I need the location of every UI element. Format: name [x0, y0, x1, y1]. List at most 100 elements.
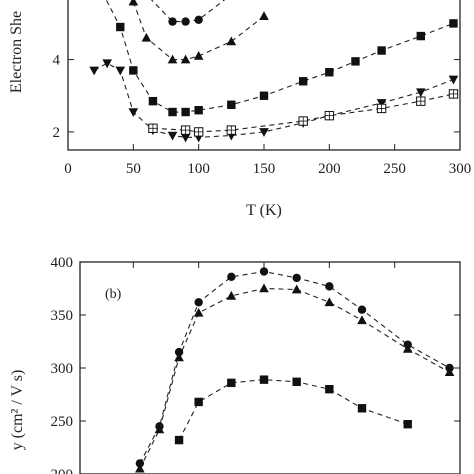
panel-a-data-point [448, 89, 459, 99]
panel-a-data-point [227, 100, 236, 109]
panel-b-tag: (b) [105, 287, 122, 302]
panel-a-data-point [416, 96, 426, 106]
panel-b-data-point [357, 404, 367, 413]
panel-a-data-point [141, 32, 152, 42]
panel-b-data-point [402, 343, 413, 353]
panel-a-data-point [416, 31, 425, 41]
panel-a-series-2 [128, 0, 269, 64]
panel-a-data-point [181, 107, 190, 117]
panel-a-data-point [299, 77, 308, 86]
panel-a-series-1 [150, 0, 226, 26]
panel-b-data-point [154, 424, 165, 434]
panel-b-ticks: 400 350 300 250 200 [51, 255, 460, 474]
panel-a-data-point [180, 133, 191, 143]
panel-b-data-point [174, 352, 184, 362]
panel-a-series-line [132, 1, 265, 61]
panel-b-data-point [292, 377, 301, 386]
panel-b-chart: 400 350 300 250 200 (b) y (cm² / V s) [9, 255, 461, 474]
panel-a-data-point [128, 0, 139, 6]
panel-a-data-point [194, 15, 203, 24]
panel-a-data-point [351, 57, 360, 66]
panel-a-series [89, 0, 459, 143]
panel-a-data-point [376, 99, 387, 108]
panel-b-data-point [403, 419, 412, 429]
panel-a-series-3 [105, 0, 458, 117]
panel-b-y-tick-label: 300 [51, 361, 74, 377]
panel-a-data-point [325, 68, 334, 77]
panel-a-x-tick-label: 300 [449, 161, 472, 177]
panel-b-data-point [227, 272, 236, 282]
panel-a-x-tick-label: 100 [187, 161, 210, 177]
panel-a-data-point [376, 103, 387, 114]
panel-b-data-point [259, 375, 269, 384]
panel-a-series-line [150, 0, 226, 23]
panel-a-data-point [449, 19, 458, 28]
panel-b-data-point [174, 435, 184, 445]
panel-b-data-point [291, 284, 302, 294]
panel-a-data-point [148, 123, 158, 133]
panel-a-data-point [89, 66, 99, 76]
panel-b-y-axis-label: y (cm² / V s) [9, 370, 26, 451]
panel-a-data-point [194, 106, 203, 115]
panel-a-data-point [148, 96, 158, 106]
panel-a-data-point [226, 125, 237, 135]
panel-a-x-tick-label: 0 [64, 161, 72, 177]
panel-a-series-5 [148, 89, 459, 137]
panel-a-data-point [116, 22, 125, 32]
panel-a-data-point [167, 131, 178, 141]
panel-a-series-line [105, 0, 454, 113]
panel-b-series-line [178, 379, 408, 441]
panel-a-x-tick-label: 250 [383, 161, 406, 177]
panel-b-frame [79, 261, 461, 474]
panel-b-data-point [194, 397, 203, 407]
panel-a-data-point [167, 54, 178, 64]
panel-a-x-tick-label: 150 [253, 161, 276, 177]
panel-a-frame [67, 0, 461, 151]
panel-a-data-point [115, 66, 126, 76]
panel-b-data-point [193, 307, 204, 317]
panel-b-data-point [444, 367, 455, 377]
panel-b-y-tick-label: 250 [51, 414, 74, 430]
panel-b-data-point [227, 378, 236, 388]
panel-a-y-axis-label: Electron She [8, 11, 25, 93]
panel-b-series-2 [135, 283, 455, 473]
panel-a-data-point [128, 108, 139, 118]
panel-b-data-point [357, 305, 367, 314]
panel-a-x-axis-label: T (K) [246, 202, 282, 219]
panel-a-ticks: 050100150200250300246 [53, 53, 472, 177]
panel-b-series-3 [174, 375, 412, 445]
panel-b-data-point [135, 463, 145, 473]
panel-b-data-point [292, 273, 301, 283]
panel-a-data-point [448, 75, 459, 85]
panel-b-data-point [259, 267, 269, 276]
panel-b-series [135, 267, 455, 473]
panel-b-series-line [139, 270, 450, 464]
panel-a-x-tick-label: 200 [318, 161, 341, 177]
panel-a-series-4 [89, 59, 459, 143]
panel-a-data-point [324, 110, 335, 121]
panel-a-data-point [259, 91, 269, 100]
panel-a-data-point [377, 46, 386, 55]
panel-a-data-point [180, 54, 191, 64]
panel-a-data-point [129, 66, 138, 75]
panel-a-data-point [193, 127, 204, 137]
panel-b-data-point [226, 290, 237, 300]
panel-b-y-tick-label: 400 [51, 255, 74, 271]
panel-a-data-point [259, 128, 269, 137]
panel-b-y-tick-label: 200 [51, 467, 74, 474]
panel-a-data-point [180, 125, 191, 135]
panel-a-data-point [181, 17, 190, 26]
panel-b-y-tick-label: 350 [51, 308, 74, 324]
panel-a-x-tick-label: 50 [126, 161, 141, 177]
panel-a-data-point [168, 107, 177, 117]
panel-b-data-point [259, 283, 269, 293]
panel-a-data-point [226, 36, 237, 46]
panel-b-data-point [325, 385, 334, 394]
panel-a-data-point [259, 11, 269, 20]
panel-a-y-tick-label: 2 [53, 125, 61, 141]
panel-b-data-point [174, 347, 184, 357]
panel-b-data-point [325, 282, 334, 291]
panel-a-data-point [102, 59, 112, 69]
panel-b-data-point [357, 315, 367, 325]
